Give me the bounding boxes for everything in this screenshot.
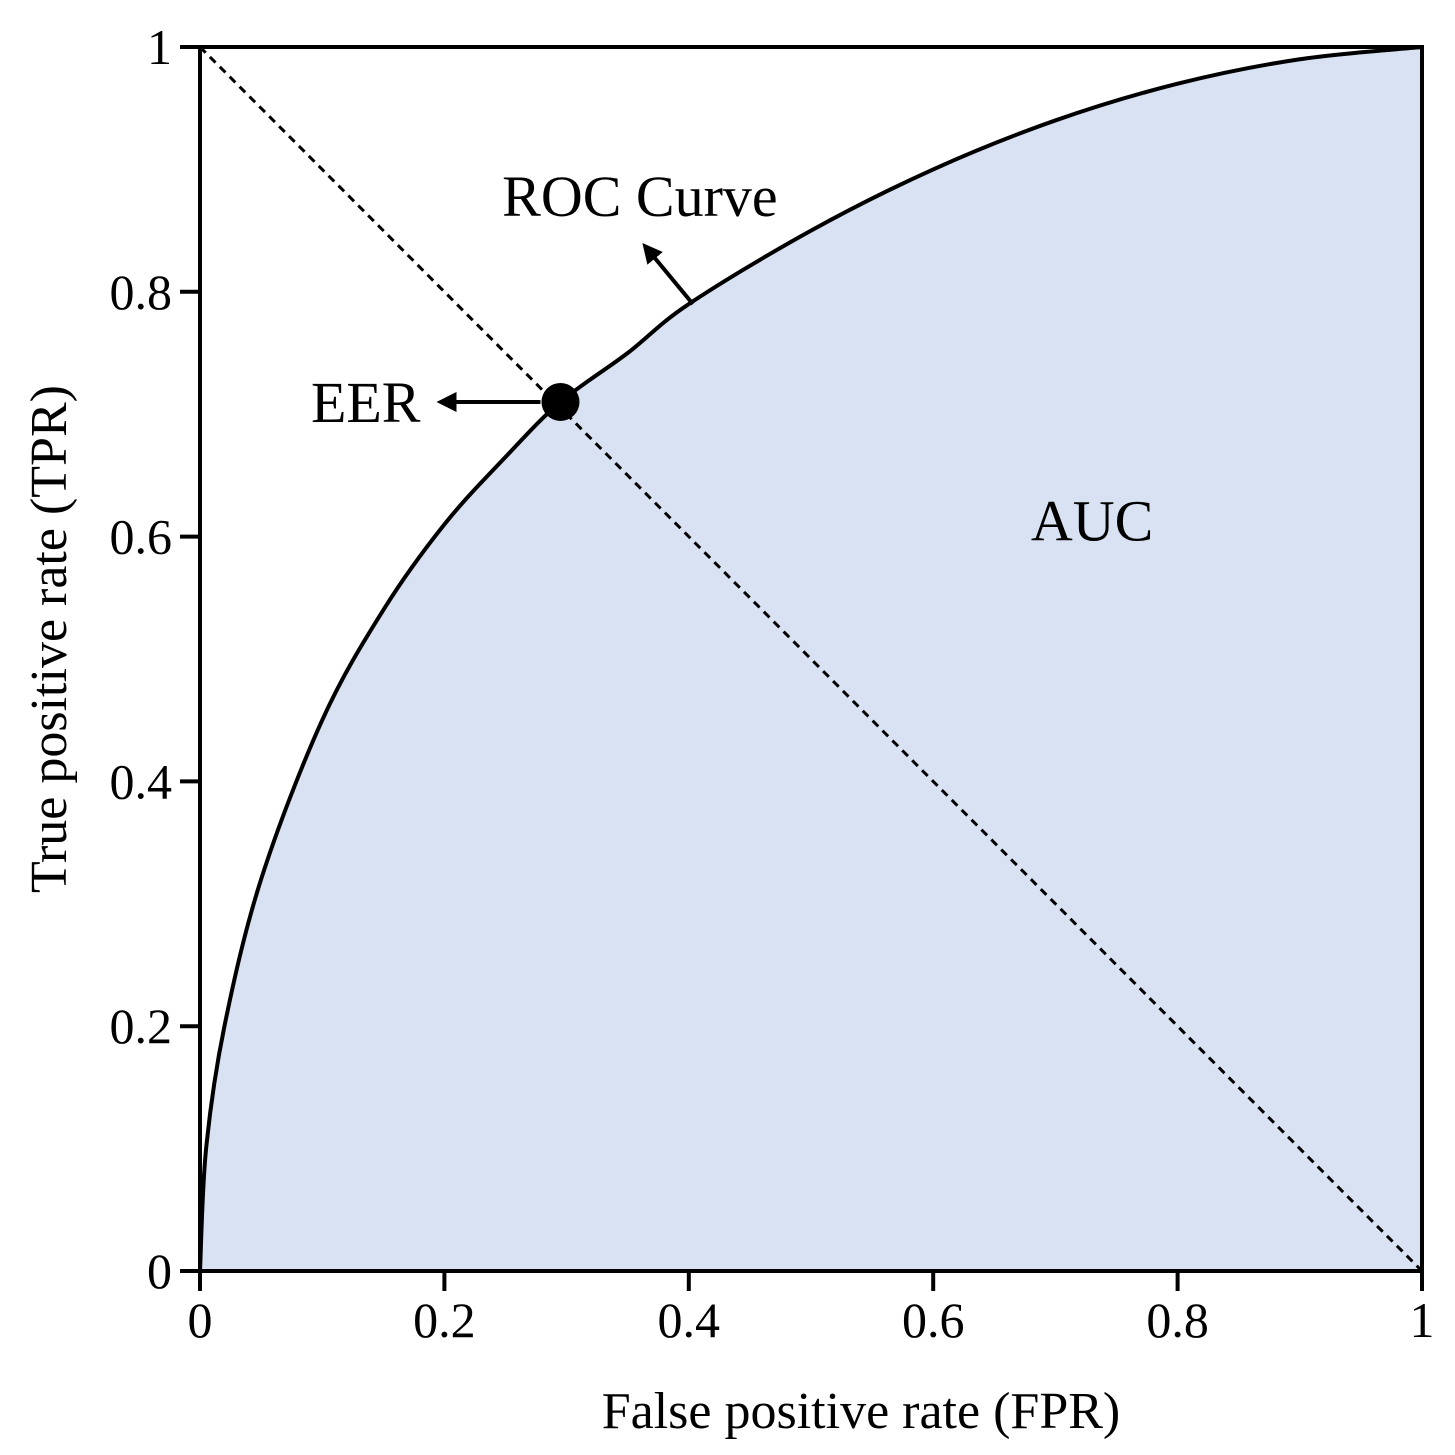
y-tick-label: 0.4: [110, 753, 173, 809]
x-tick-label: 0.8: [1146, 1292, 1209, 1348]
y-axis-label: True positive rate (TPR): [21, 385, 78, 893]
plot-frame: [198, 45, 1424, 1273]
x-tick-label: 0.6: [902, 1292, 965, 1348]
y-axis-ticks: 0 0.2 0.4 0.6 0.8 1: [110, 19, 200, 1299]
auc-shaded-area: [200, 47, 1422, 1271]
x-tick-label: 1: [1410, 1292, 1435, 1348]
auc-annotation: AUC: [1031, 488, 1153, 553]
roc-curve-annotation: ROC Curve: [502, 164, 778, 229]
x-axis-ticks: 0 0.2 0.4 0.6 0.8 1: [188, 1271, 1435, 1348]
y-tick-label: 0.8: [110, 264, 173, 320]
x-tick-label: 0: [188, 1292, 213, 1348]
y-tick-label: 0: [147, 1243, 172, 1299]
x-tick-label: 0.2: [413, 1292, 476, 1348]
eer-point-marker: [541, 382, 580, 421]
x-tick-label: 0.4: [658, 1292, 721, 1348]
roc-curve-arrow: [642, 242, 695, 306]
eer-annotation: EER: [311, 370, 421, 435]
y-tick-label: 0.2: [110, 998, 173, 1054]
x-axis-label: False positive rate (FPR): [602, 1383, 1121, 1440]
y-tick-label: 1: [147, 19, 172, 75]
y-tick-label: 0.6: [110, 509, 173, 565]
